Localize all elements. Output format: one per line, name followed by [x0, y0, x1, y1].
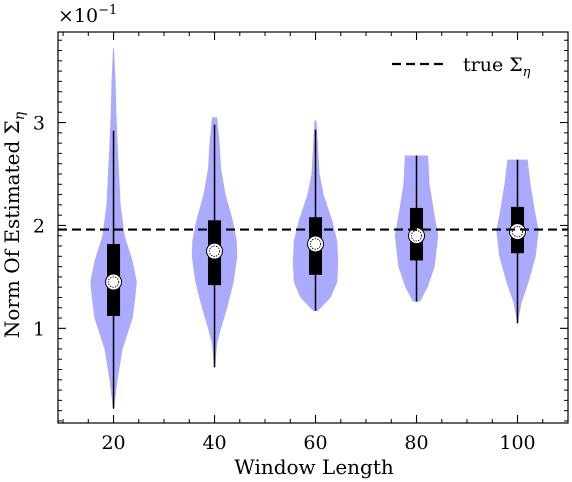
median-marker-inner-20 [107, 276, 120, 288]
legend-label-subscript: η [523, 65, 531, 80]
median-marker-80 [408, 227, 426, 245]
median-marker-inner-40 [208, 245, 221, 257]
x-tick-label: 40 [202, 432, 226, 454]
median-marker-40 [206, 242, 224, 260]
y-tick-label: 3 [33, 113, 45, 135]
median-marker-20 [105, 273, 123, 291]
x-axis-label: Window Length [234, 455, 394, 479]
legend: true Ση [392, 54, 531, 80]
y-tick-label: 1 [33, 318, 45, 340]
y-multiplier-base: ×10 [58, 5, 98, 27]
x-tick-label: 20 [101, 432, 125, 454]
x-tick-label: 100 [499, 432, 535, 454]
legend-label: true Ση [463, 54, 531, 80]
y-axis-label-main: Norm Of Estimated Σ [0, 120, 24, 338]
x-tick-label: 60 [303, 432, 327, 454]
median-marker-inner-100 [511, 225, 524, 238]
median-marker-60 [307, 235, 325, 253]
y-tick-label: 2 [33, 215, 45, 237]
y-axis-ticks: 1 2 3 [33, 39, 568, 422]
y-axis-label-subscript: η [12, 111, 28, 120]
y-multiplier-exponent: −1 [98, 3, 117, 18]
x-axis-ticks: 20 40 60 80 100 [62, 32, 569, 454]
box-layer [105, 124, 527, 409]
x-tick-label: 80 [404, 432, 428, 454]
median-marker-100 [509, 223, 527, 241]
plot-frame [57, 31, 569, 424]
y-axis-label: Norm Of Estimated Ση [0, 111, 28, 338]
y-axis-multiplier: ×10−1 [58, 3, 117, 27]
median-marker-inner-60 [309, 238, 322, 250]
legend-label-main: true Σ [463, 54, 523, 76]
